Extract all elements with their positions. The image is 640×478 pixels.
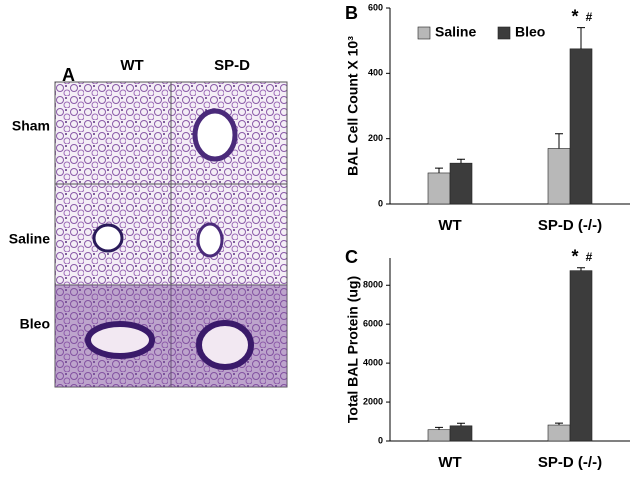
y-tick-label: 4000 (363, 358, 383, 368)
bar (449, 425, 473, 442)
legend-swatch (497, 26, 511, 40)
significance-mark: # (586, 250, 593, 264)
panel-label: B (345, 3, 358, 23)
bar (547, 148, 571, 205)
bar (569, 48, 593, 205)
y-tick-label: 0 (378, 435, 383, 445)
error-bar (577, 267, 585, 271)
row-label: Sham (12, 118, 50, 134)
legend-label: Saline (435, 24, 476, 40)
legend-swatch (417, 26, 431, 40)
significance-mark: * (571, 6, 578, 26)
y-axis-label: Total BAL Protein (ug) (345, 276, 361, 423)
y-tick-label: 0 (378, 198, 383, 208)
y-tick-label: 6000 (363, 319, 383, 329)
x-tick-label: WT (438, 454, 461, 471)
bar (569, 270, 593, 442)
error-bar (555, 422, 563, 426)
airway (192, 108, 238, 162)
error-bar (577, 27, 585, 49)
error-bar (435, 426, 443, 430)
error-bar (435, 167, 443, 173)
bar (449, 162, 473, 205)
bar (427, 172, 451, 205)
x-tick-label: WT (438, 217, 461, 234)
significance-mark: * (571, 246, 578, 266)
airway (196, 320, 254, 370)
panel-label: C (345, 247, 358, 267)
row-label: Saline (9, 231, 50, 247)
y-tick-label: 600 (368, 2, 383, 12)
airway (85, 321, 155, 359)
y-tick-label: 400 (368, 68, 383, 78)
y-axis-label: BAL Cell Count X 10³ (345, 36, 361, 176)
error-bar (555, 133, 563, 149)
panel-label: A (62, 65, 75, 85)
column-label: WT (120, 57, 143, 74)
bar (547, 424, 571, 442)
row-label: Bleo (20, 316, 50, 332)
airway (196, 222, 224, 258)
y-tick-label: 2000 (363, 396, 383, 406)
error-bar (457, 158, 465, 164)
significance-mark: # (586, 10, 593, 24)
bar (427, 429, 451, 442)
error-bar (457, 422, 465, 426)
column-label: SP-D (214, 57, 250, 74)
y-tick-label: 8000 (363, 280, 383, 290)
histology-panel: A WT SP-D Sham Saline Bleo (9, 57, 288, 388)
y-tick-label: 200 (368, 133, 383, 143)
x-tick-label: SP-D (-/-) (538, 217, 602, 234)
x-tick-label: SP-D (-/-) (538, 454, 602, 471)
airway (92, 223, 124, 253)
legend-label: Bleo (515, 24, 545, 40)
